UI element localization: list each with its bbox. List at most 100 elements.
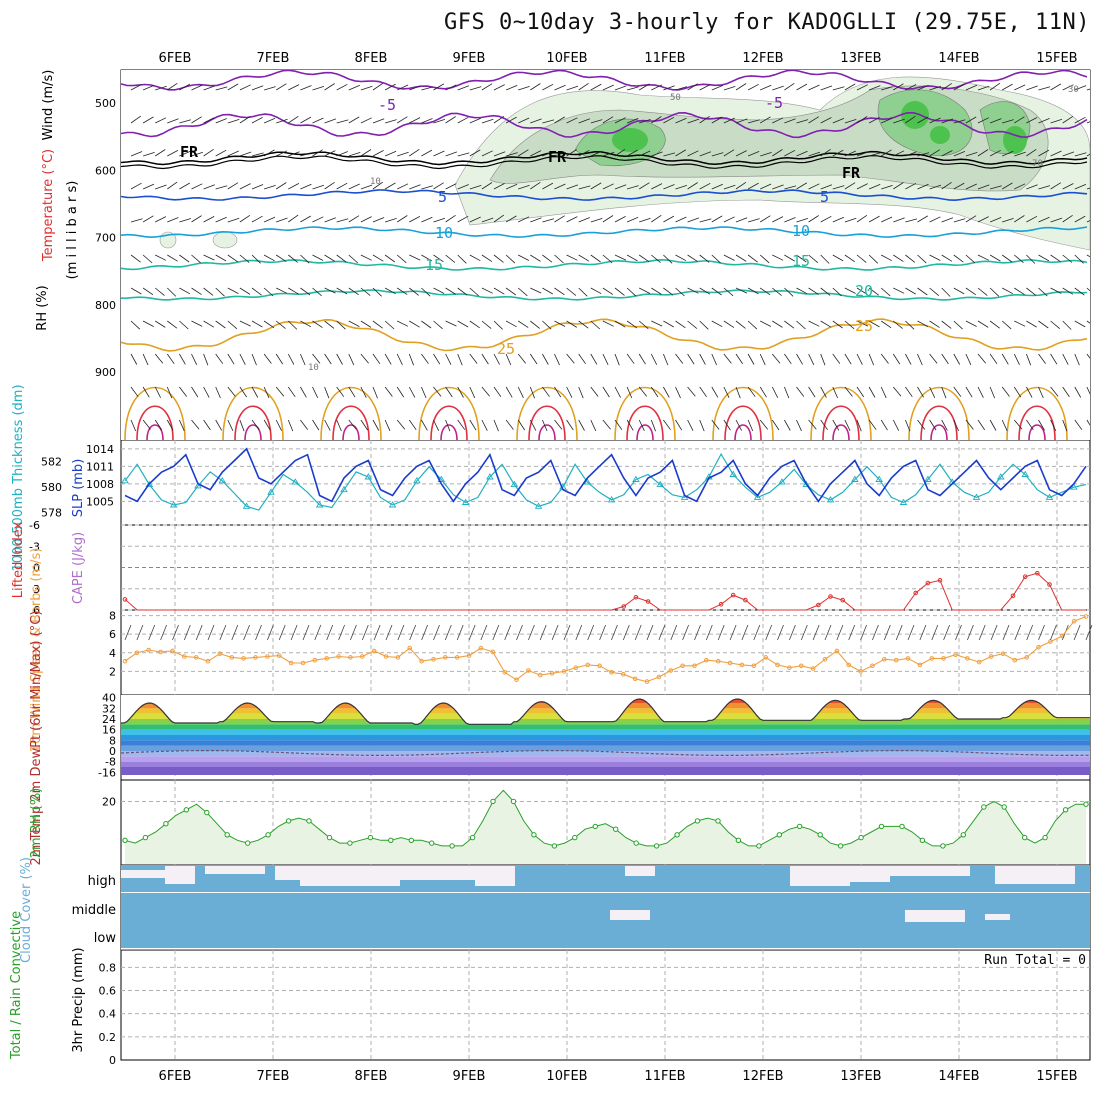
wind-barb	[239, 214, 251, 223]
wind-barb	[481, 83, 493, 91]
wind-barb	[312, 86, 325, 91]
wind-barb	[1074, 215, 1086, 223]
wind-barb	[723, 86, 736, 91]
wind-barb	[602, 353, 609, 365]
rh-point	[224, 832, 230, 838]
thickness-point	[242, 502, 251, 509]
wind-barb	[1074, 419, 1083, 430]
wind-barb	[493, 419, 499, 432]
wind-barb	[711, 116, 723, 124]
wind-barb	[493, 254, 504, 263]
wind-barb	[227, 386, 236, 397]
wind-barb	[917, 116, 929, 124]
wind-barb	[445, 320, 457, 327]
wind-barb	[336, 182, 348, 190]
wind-barb	[263, 287, 274, 297]
wind-barb	[917, 287, 928, 296]
wind-barb	[215, 149, 227, 157]
temp-band	[121, 761, 1090, 767]
cloud-high-gap	[995, 866, 1075, 884]
wind-barb	[191, 215, 202, 223]
wind-barb-10m	[290, 624, 298, 641]
wind-barb-10m	[883, 624, 891, 641]
wind-barb	[723, 184, 736, 190]
wind-barb	[312, 353, 321, 364]
wind-barb	[953, 419, 959, 432]
wind-barb	[445, 183, 457, 190]
wind-barb	[784, 217, 796, 223]
contour-label: 10	[792, 222, 810, 240]
wind-barb	[832, 216, 844, 223]
wind-barb-10m	[705, 624, 713, 641]
wind-10m-panel	[122, 614, 1093, 684]
wind-barb	[602, 386, 610, 398]
isotherm-40-loop	[538, 424, 556, 440]
rh-point	[633, 840, 639, 846]
wind-barb	[1013, 353, 1020, 365]
wind-barb	[687, 419, 694, 431]
rh-point	[265, 832, 271, 838]
wind-barb	[566, 287, 577, 296]
wind-barb	[554, 419, 563, 430]
wind-barb	[965, 152, 978, 157]
wind-barb	[663, 85, 675, 91]
wind-barb	[1038, 216, 1050, 223]
wind-barb	[808, 183, 820, 190]
temp-curve	[121, 698, 1090, 725]
wind-speed-point	[502, 670, 508, 675]
wind-barb	[505, 215, 517, 223]
wind-barb	[518, 254, 530, 261]
wind-barb	[868, 287, 879, 296]
wind-barb-10m	[872, 624, 879, 641]
wind-barb	[505, 152, 518, 157]
wind-barb-10m	[1026, 624, 1034, 641]
ua-ytick: 700	[95, 232, 116, 245]
wind-barb	[941, 287, 951, 297]
wind-barb	[155, 216, 167, 223]
temp-band	[121, 735, 1090, 741]
wind-barb	[977, 353, 987, 364]
wind-barb	[965, 419, 974, 430]
wind-barb-10m	[468, 624, 476, 641]
wind-barb	[929, 149, 941, 157]
wind-barb	[397, 183, 409, 190]
wind-barb	[348, 152, 361, 157]
wind-barb	[203, 386, 210, 398]
li-point	[743, 597, 748, 603]
wind-barb	[457, 184, 469, 190]
wind-barb	[772, 117, 784, 124]
wind-barb	[687, 150, 699, 157]
wind-barb	[820, 386, 827, 398]
slp-ytick: 1011	[86, 460, 114, 473]
wind-barb-10m	[314, 624, 322, 641]
wind-barb	[735, 83, 747, 91]
wind-barb	[360, 254, 372, 261]
wind-barb	[288, 84, 300, 91]
wind-barb	[215, 185, 228, 190]
wind-barb	[505, 254, 516, 264]
wind-barb	[868, 184, 881, 190]
wind-barb	[1014, 254, 1024, 264]
wind-barb	[687, 353, 695, 365]
wind-barb	[518, 86, 530, 91]
wind-barb	[142, 419, 151, 430]
wind-barb	[130, 218, 143, 223]
wind-barb	[614, 320, 626, 328]
wind-barb	[989, 217, 1002, 223]
wind-barb	[239, 353, 246, 365]
wind-barb	[530, 83, 541, 91]
precip-ytick: 0.8	[99, 961, 117, 974]
wind-barb	[372, 320, 383, 329]
wind-barb	[251, 85, 264, 91]
wind-barb	[239, 151, 252, 157]
wind-barb	[808, 419, 817, 430]
thickness-point	[924, 475, 932, 482]
wind-barb	[651, 214, 662, 223]
wind-barb	[179, 287, 191, 295]
wind-barb	[844, 217, 857, 223]
wind-barb	[154, 419, 163, 431]
temp-ytick: -16	[98, 766, 116, 779]
wind-barb	[1074, 184, 1087, 190]
wind-barb	[469, 86, 482, 91]
thickness-ytick: 578	[41, 507, 62, 520]
